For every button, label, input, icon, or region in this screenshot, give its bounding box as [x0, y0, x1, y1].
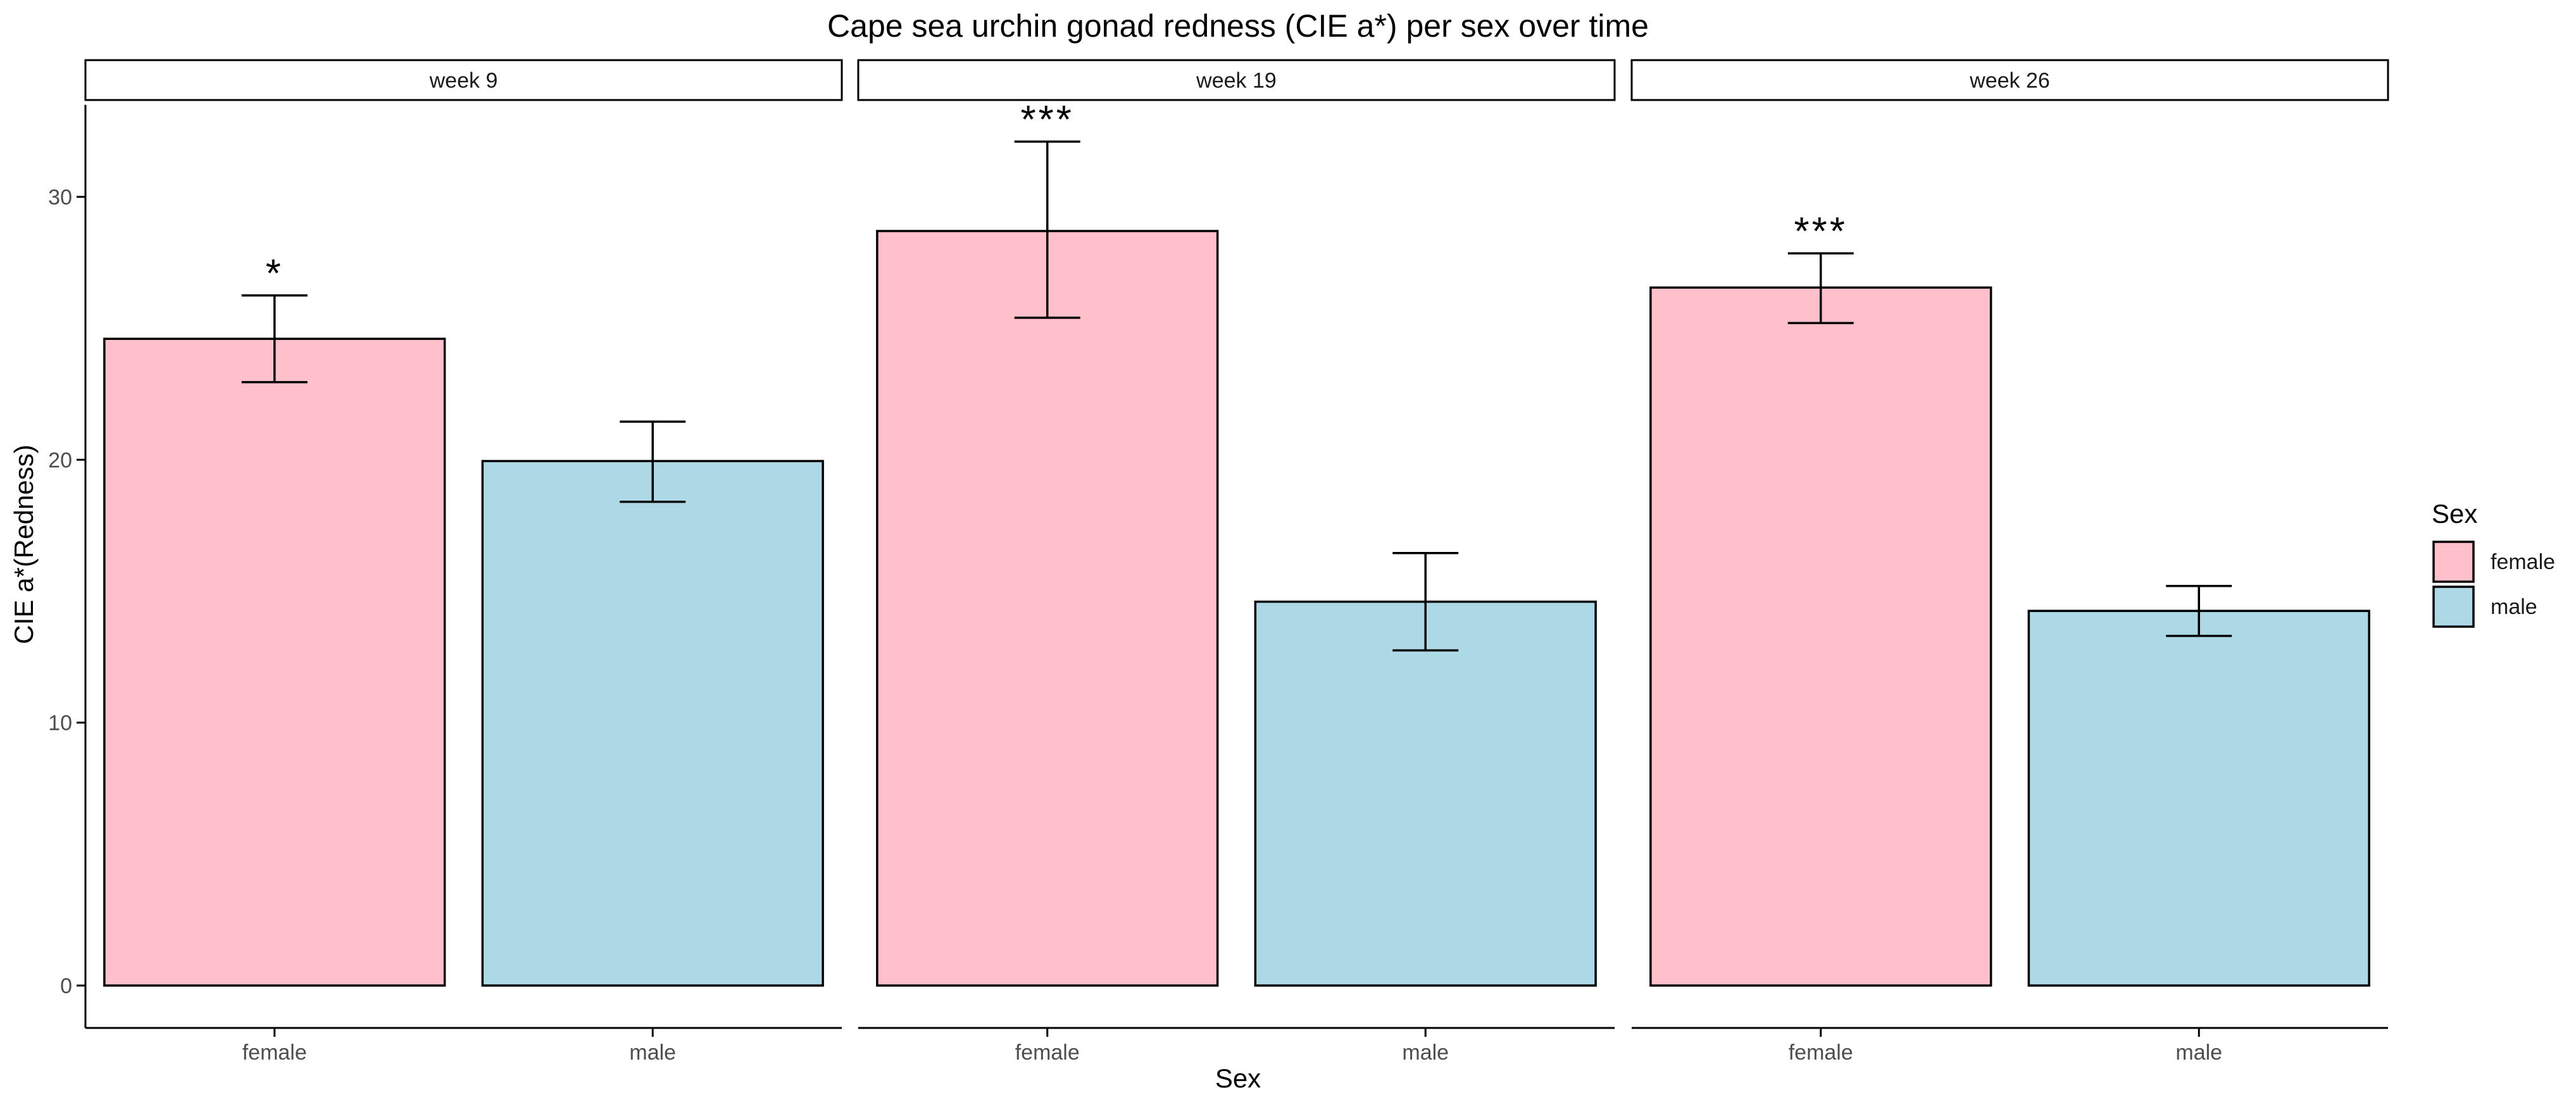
facet-strip-label: week 9 — [429, 69, 498, 93]
facet-panel: week 26 *** female male — [1630, 59, 2389, 1065]
x-tick-label: female — [1015, 1041, 1080, 1065]
facet-strip-label: week 26 — [1969, 69, 2050, 93]
facet-panel: week 9 * female male — [84, 59, 843, 1065]
significance-label: * — [266, 252, 284, 296]
x-tick-label: male — [2175, 1041, 2222, 1065]
x-tick-label: male — [1402, 1041, 1449, 1065]
facet-strip-label: week 19 — [1196, 69, 1277, 93]
facet-strip — [1630, 59, 2389, 101]
y-axis: 0 10 20 30 — [48, 104, 87, 1028]
bar-male — [2027, 610, 2370, 987]
facet-panel: week 19 *** female male — [857, 59, 1616, 1065]
legend: Sex female male — [2432, 499, 2555, 628]
x-tick-label: female — [1789, 1041, 1853, 1065]
y-tick-label: 0 — [60, 974, 72, 998]
significance-label: *** — [1794, 210, 1848, 253]
bar-female — [103, 337, 446, 987]
bar-male — [1254, 600, 1597, 987]
significance-label: *** — [1021, 98, 1074, 142]
chart-title: Cape sea urchin gonad redness (CIE a*) p… — [827, 8, 1649, 44]
legend-label-male: male — [2491, 595, 2537, 619]
bar-male — [481, 460, 824, 987]
facet-strip — [84, 59, 843, 101]
x-tick-label: male — [629, 1041, 676, 1065]
y-tick-label: 20 — [48, 448, 72, 472]
bar-female — [876, 230, 1219, 987]
y-axis-label: CIE a*(Redness) — [9, 444, 39, 644]
bar-female — [1649, 286, 1992, 987]
y-tick-label: 10 — [48, 711, 72, 736]
legend-swatch-female — [2432, 541, 2475, 583]
x-tick-label: female — [242, 1041, 307, 1065]
facet-strip — [857, 59, 1616, 101]
x-axis-label: Sex — [1215, 1063, 1261, 1093]
legend-swatch-male — [2432, 585, 2475, 628]
legend-label-female: female — [2491, 550, 2555, 574]
legend-title: Sex — [2432, 499, 2477, 529]
y-tick-label: 30 — [48, 185, 72, 210]
